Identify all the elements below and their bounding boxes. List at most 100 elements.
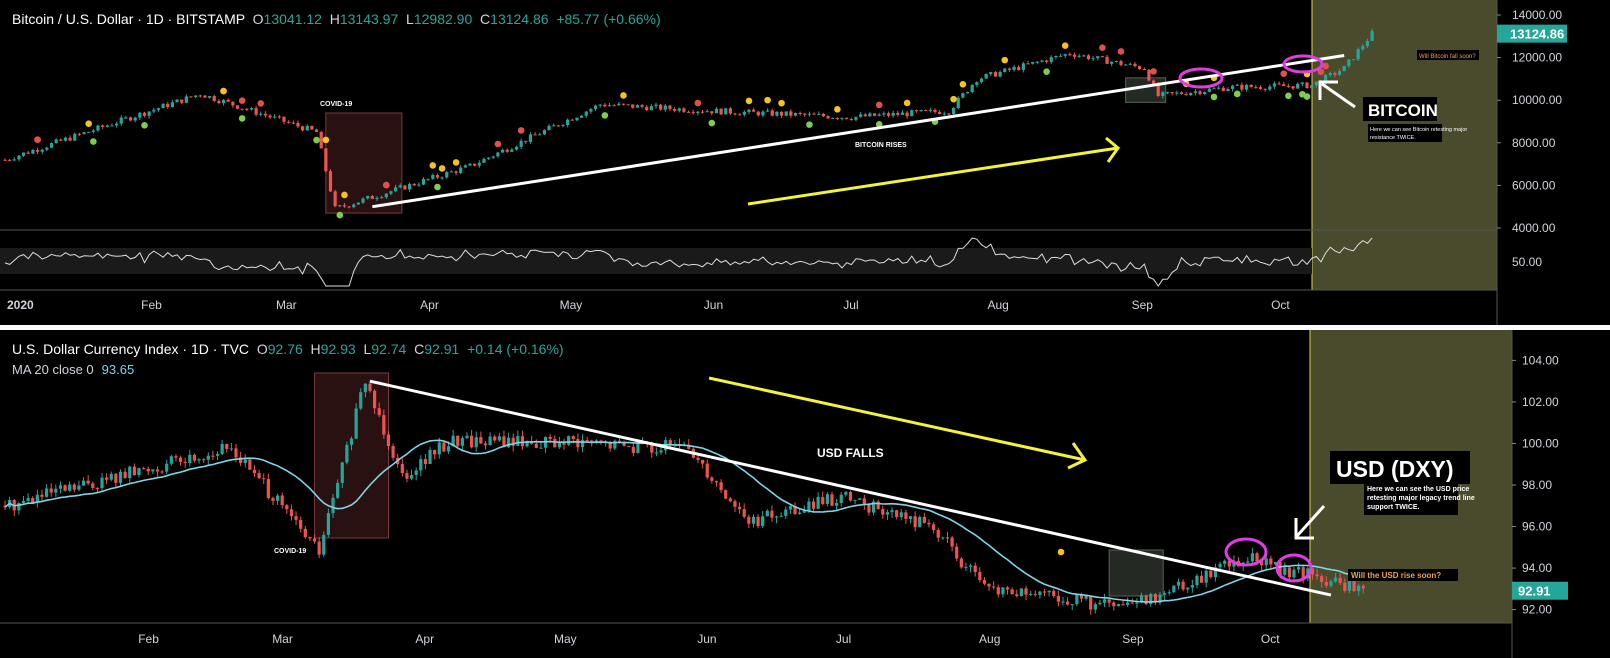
candle bbox=[1263, 88, 1267, 90]
candle bbox=[1110, 61, 1114, 64]
candle bbox=[347, 206, 351, 208]
candle bbox=[234, 448, 238, 458]
candle bbox=[1286, 85, 1290, 87]
candle bbox=[992, 586, 996, 588]
time-tick: Apr bbox=[420, 298, 439, 312]
candle bbox=[96, 125, 100, 131]
candle bbox=[1079, 594, 1084, 599]
candle bbox=[1255, 553, 1259, 562]
candle bbox=[1324, 581, 1328, 586]
price-tick: 6000.00 bbox=[1512, 178, 1556, 192]
dxy-ma-legend[interactable]: MA 20 close 0 93.65 bbox=[12, 362, 134, 377]
candle bbox=[826, 116, 830, 119]
dxy-open: 92.76 bbox=[267, 341, 303, 357]
candle bbox=[1107, 599, 1111, 603]
candle bbox=[421, 179, 426, 185]
candle bbox=[1172, 585, 1176, 593]
dxy-close: 92.91 bbox=[424, 341, 460, 357]
candle bbox=[156, 108, 161, 110]
candle bbox=[1176, 581, 1181, 586]
candle bbox=[562, 441, 566, 445]
candle bbox=[169, 456, 173, 464]
candle bbox=[798, 113, 802, 115]
candle bbox=[31, 150, 35, 154]
time-tick: Aug bbox=[979, 632, 1000, 646]
pane-divider[interactable] bbox=[0, 325, 1610, 330]
candle bbox=[1029, 593, 1033, 595]
candle bbox=[816, 497, 820, 509]
candle bbox=[491, 156, 495, 158]
candle bbox=[470, 435, 474, 448]
dxy-chart-pane[interactable]: COVID-19 USD FALLS USD (DXY) Here we can se… bbox=[0, 330, 1610, 658]
candle bbox=[854, 116, 858, 120]
signal-dot bbox=[1001, 56, 1009, 64]
candle bbox=[249, 108, 254, 110]
bitcoin-question: Will Bitcoin fall soon? bbox=[1419, 54, 1476, 60]
candle bbox=[919, 109, 923, 112]
candle bbox=[124, 117, 128, 119]
candle bbox=[933, 109, 937, 112]
candle bbox=[668, 440, 672, 445]
candle bbox=[266, 478, 270, 499]
candle bbox=[356, 202, 360, 205]
candle bbox=[1019, 588, 1023, 596]
candle bbox=[1138, 66, 1142, 70]
candle bbox=[433, 449, 437, 455]
candle bbox=[812, 113, 816, 115]
candle bbox=[622, 441, 626, 446]
candle bbox=[1058, 55, 1063, 57]
candle bbox=[570, 119, 574, 121]
candle bbox=[497, 436, 501, 441]
candle bbox=[580, 439, 585, 448]
signal-dot bbox=[313, 136, 320, 144]
candle bbox=[961, 93, 965, 98]
bitcoin-change: +85.77 (+0.66%) bbox=[556, 11, 661, 27]
bitcoin-chart-pane[interactable]: COVID-19 BITCOIN RISES BITCOIN Here we can … bbox=[0, 0, 1610, 325]
candle bbox=[1198, 91, 1202, 94]
candle bbox=[1361, 585, 1365, 589]
candle bbox=[1119, 61, 1123, 65]
candle bbox=[1149, 594, 1153, 605]
candle bbox=[599, 440, 603, 443]
candle bbox=[1098, 602, 1102, 605]
candle bbox=[1184, 94, 1188, 96]
trend-arrow bbox=[747, 146, 1119, 206]
candle bbox=[496, 152, 500, 157]
candle bbox=[872, 113, 877, 116]
dxy-chart[interactable]: COVID-19 USD FALLS USD (DXY) Here we can se… bbox=[0, 330, 1610, 658]
candle bbox=[928, 109, 932, 111]
signal-dot bbox=[620, 92, 627, 99]
candle bbox=[998, 72, 1002, 77]
candle bbox=[654, 452, 659, 454]
candle bbox=[128, 117, 133, 121]
candle bbox=[719, 482, 723, 491]
candle bbox=[338, 205, 342, 207]
candle bbox=[451, 435, 455, 447]
candle bbox=[645, 106, 649, 111]
candle bbox=[225, 443, 229, 449]
candle bbox=[924, 109, 928, 111]
candle bbox=[1102, 599, 1107, 603]
candle bbox=[1056, 596, 1060, 602]
candle bbox=[1100, 56, 1104, 58]
dxy-high: 92.93 bbox=[320, 341, 356, 357]
candle bbox=[1121, 604, 1125, 606]
highlight-zone bbox=[1312, 0, 1497, 290]
candle bbox=[1052, 590, 1056, 597]
candle bbox=[1333, 577, 1338, 582]
candle bbox=[1249, 84, 1253, 88]
signal-dot bbox=[429, 162, 437, 169]
bitcoin-chart[interactable]: COVID-19 BITCOIN RISES BITCOIN Here we can … bbox=[0, 0, 1610, 325]
candle bbox=[340, 462, 344, 483]
candle bbox=[803, 113, 807, 115]
candle bbox=[152, 109, 156, 112]
candle bbox=[1199, 575, 1204, 583]
rsi-line bbox=[4, 237, 1373, 287]
candle bbox=[955, 546, 959, 559]
candle bbox=[1186, 587, 1190, 590]
candle bbox=[487, 157, 491, 159]
candle bbox=[333, 191, 337, 207]
candle bbox=[895, 510, 899, 518]
candle bbox=[867, 504, 871, 513]
candle bbox=[1126, 602, 1130, 605]
